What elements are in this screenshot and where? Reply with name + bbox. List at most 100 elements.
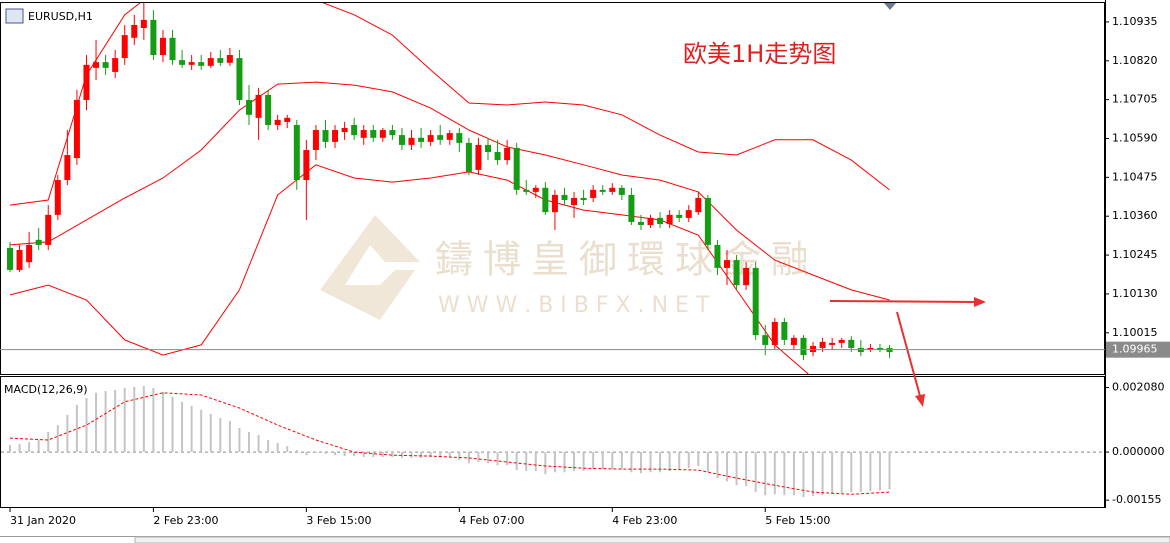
candle-body <box>159 37 166 56</box>
candle-body <box>236 58 243 100</box>
candle-body <box>609 187 616 192</box>
y-tick-label: -0.00155 <box>1112 493 1161 506</box>
candle-body <box>83 64 90 100</box>
arrows <box>829 297 986 407</box>
candle-body <box>465 142 472 172</box>
main-panel-frame <box>0 2 1105 375</box>
candle-body <box>207 58 214 66</box>
candle-body <box>571 197 578 206</box>
last-price-box <box>1106 341 1170 358</box>
candle-body <box>140 19 147 29</box>
candle-body <box>427 135 434 142</box>
candle-body <box>695 197 702 213</box>
candle-body <box>255 94 262 118</box>
candle-body <box>131 24 138 38</box>
candle-body <box>456 133 463 143</box>
candle-body <box>54 180 61 215</box>
annotation: 欧美1H走势图 <box>683 40 836 68</box>
overlays <box>7 3 893 374</box>
symbol-icon <box>5 8 24 24</box>
candle-body <box>169 37 176 61</box>
candle-body <box>657 217 664 224</box>
candle-body <box>341 128 348 133</box>
candle-body <box>322 130 329 142</box>
candle-body <box>121 35 128 59</box>
candle-body <box>762 335 769 345</box>
x-tick-label: 5 Feb 15:00 <box>765 514 830 527</box>
candle-body <box>781 321 788 340</box>
y-tick-label: 1.10935 <box>1112 15 1158 28</box>
candle-body <box>370 130 377 138</box>
candle-body <box>16 249 23 270</box>
y-tick-label: 1.10590 <box>1112 131 1158 144</box>
candle-body <box>188 62 195 65</box>
scrollbar <box>134 536 1170 543</box>
candle-body <box>379 130 386 138</box>
candle-body <box>590 189 597 198</box>
chart-title: EURUSD,H1 <box>28 10 93 23</box>
bollinger-band <box>9 3 890 206</box>
macd-panel-frame <box>0 376 1105 508</box>
candle-body <box>771 321 778 345</box>
candle-body <box>389 130 396 136</box>
candle-body <box>418 137 425 142</box>
candle-body <box>351 124 358 136</box>
candle-body <box>284 117 291 122</box>
shift-marker <box>884 3 896 10</box>
candle-body <box>332 130 339 142</box>
x-tick-label: 2 Feb 23:00 <box>153 514 218 527</box>
candle-body <box>265 94 272 125</box>
candle-body <box>685 210 692 218</box>
candle-body <box>437 135 444 140</box>
candle-body <box>73 99 80 159</box>
x-tick-label: 31 Jan 2020 <box>10 514 76 527</box>
candle-body <box>45 214 52 245</box>
x-tick-label: 4 Feb 23:00 <box>612 514 677 527</box>
candle-body <box>704 197 711 245</box>
candle-body <box>752 267 759 336</box>
candle-body <box>102 62 109 68</box>
candle-body <box>7 247 13 270</box>
candle-body <box>150 19 157 56</box>
candle-body <box>561 194 568 200</box>
y-tick-label: 0.000000 <box>1112 445 1165 458</box>
bollinger-band <box>9 81 890 301</box>
candle-body <box>532 187 539 192</box>
y-tick-label: 1.10245 <box>1112 248 1158 261</box>
signal-line <box>9 392 890 495</box>
candle-body <box>485 144 491 153</box>
candle-body <box>867 347 874 351</box>
candle-body <box>274 119 281 125</box>
candle-body <box>714 244 721 268</box>
candle-body <box>676 214 683 218</box>
candle-body <box>838 339 845 343</box>
watermark-url: W W W . B I B F X . N E T <box>438 293 710 318</box>
candle-body <box>618 187 625 195</box>
candle-body <box>542 187 549 213</box>
candle-body <box>217 58 224 63</box>
candle-body <box>666 214 673 224</box>
x-tick-label: 3 Feb 15:00 <box>306 514 371 527</box>
candle-body <box>303 149 310 181</box>
y-tick-label: 1.10475 <box>1112 170 1158 183</box>
candle-body <box>876 347 883 351</box>
candle-body <box>112 58 119 72</box>
candle-body <box>446 133 453 140</box>
candle-body <box>724 260 730 268</box>
candle-body <box>93 62 100 68</box>
candle-body <box>819 341 826 348</box>
candle-body <box>360 130 367 138</box>
watermark-logo <box>320 215 420 320</box>
last-price-label: 1.09965 <box>1112 343 1158 356</box>
candle-body <box>848 339 855 348</box>
candle-body <box>179 60 186 65</box>
candle-body <box>475 144 482 170</box>
candle-body <box>293 124 300 181</box>
y-tick-label: 1.10130 <box>1112 287 1158 300</box>
candle-body <box>35 239 42 245</box>
candle-body <box>408 137 415 145</box>
y-tick-label: 0.002080 <box>1112 381 1165 394</box>
candle-body <box>312 130 319 150</box>
y-tick-label: 1.10360 <box>1112 209 1158 222</box>
